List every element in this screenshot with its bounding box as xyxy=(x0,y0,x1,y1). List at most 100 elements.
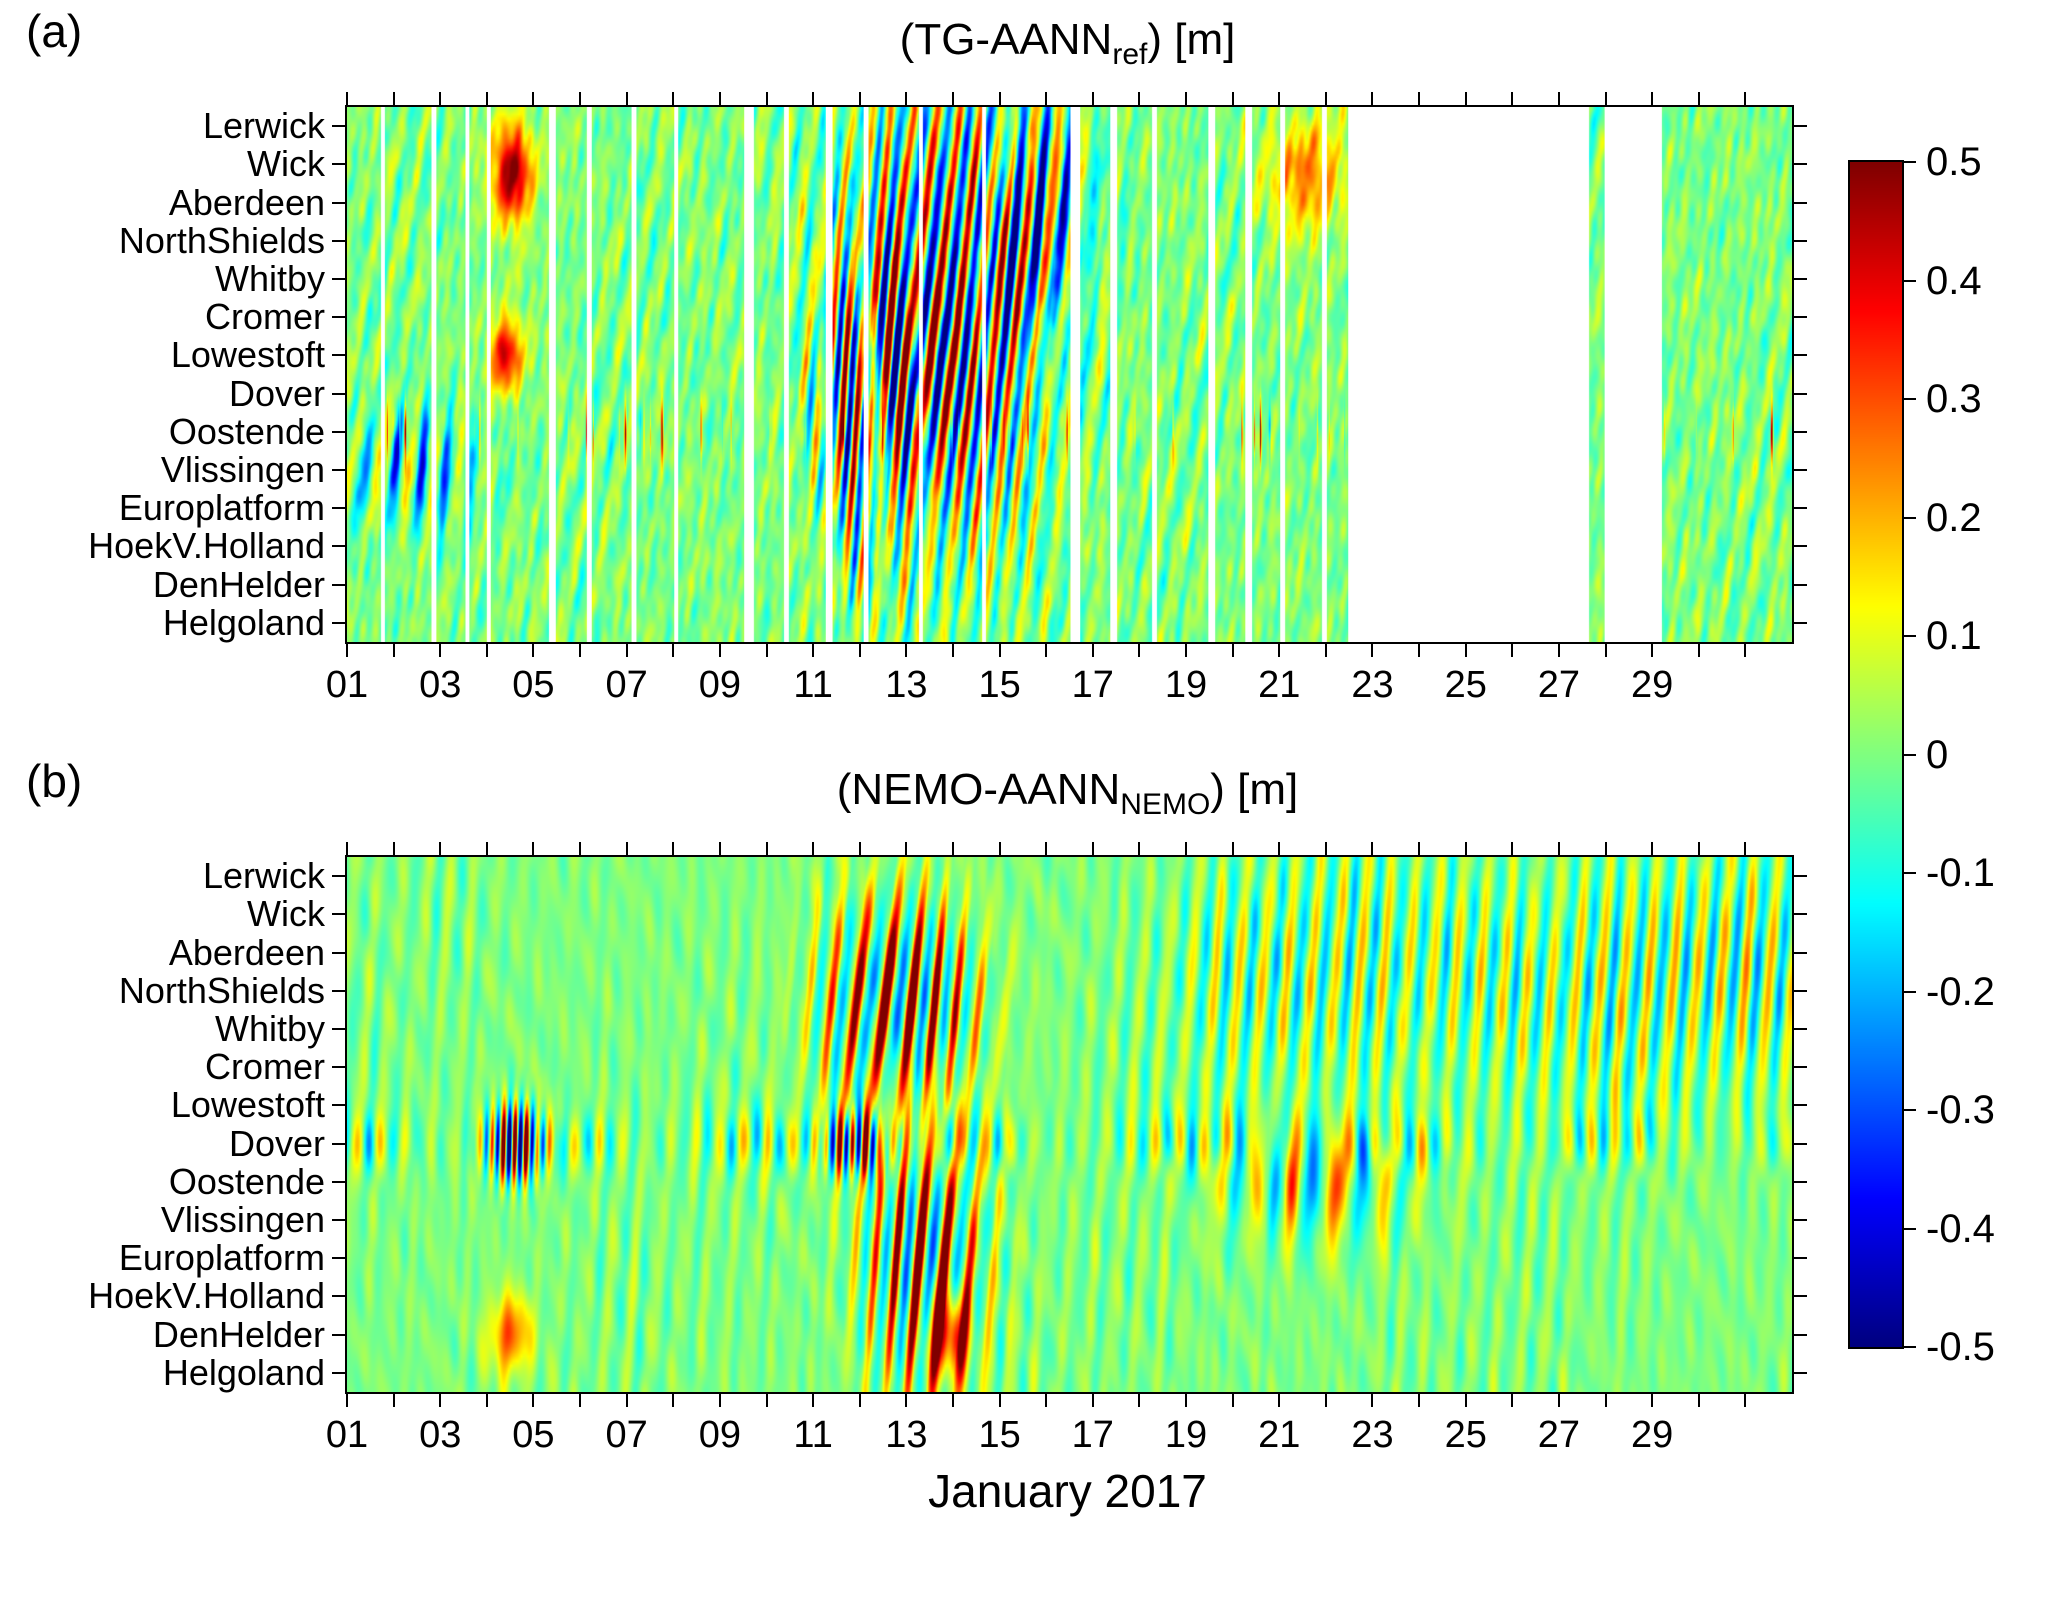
x-tick xyxy=(532,842,535,855)
x-tick xyxy=(1464,92,1467,105)
x-tick xyxy=(1511,842,1514,855)
x-tick xyxy=(1138,842,1141,855)
y-tick xyxy=(1794,1295,1807,1298)
colorbar-tick xyxy=(1904,1227,1916,1230)
x-tick xyxy=(812,644,815,657)
y-tick xyxy=(332,951,345,954)
y-tick-label-station: Whitby xyxy=(214,257,325,299)
y-tick xyxy=(1794,1027,1807,1030)
x-tick xyxy=(1185,644,1188,657)
y-tick-label-station: HoekV.Holland xyxy=(88,525,325,567)
x-tick xyxy=(718,1394,721,1407)
y-tick-label-station: DenHelder xyxy=(152,563,325,605)
x-tick xyxy=(439,842,442,855)
x-tick xyxy=(346,92,348,105)
x-tick xyxy=(1231,644,1234,657)
y-tick xyxy=(1794,989,1807,992)
x-tick xyxy=(1278,644,1281,657)
y-tick-label-station: Cromer xyxy=(204,296,325,338)
y-tick xyxy=(332,1333,345,1336)
colorbar-tick xyxy=(1904,635,1916,637)
y-tick xyxy=(332,469,345,472)
x-tick-label: 05 xyxy=(512,1414,555,1456)
y-tick-label-station: Vlissingen xyxy=(160,1199,325,1241)
x-tick xyxy=(1464,1394,1467,1407)
y-tick xyxy=(332,989,345,992)
y-tick xyxy=(1794,469,1807,472)
colorbar-tick-label: -0.3 xyxy=(1926,1088,1995,1132)
y-tick xyxy=(1794,913,1807,916)
x-tick xyxy=(579,842,582,855)
y-tick xyxy=(1794,1180,1807,1183)
x-tick xyxy=(718,644,721,657)
x-tick xyxy=(1464,644,1467,657)
y-tick-label-station: Lerwick xyxy=(202,105,325,147)
y-tick xyxy=(332,430,345,433)
x-tick xyxy=(485,92,488,105)
y-tick-label-station: Europlatform xyxy=(118,487,325,529)
panel-a-title-units: ) [m] xyxy=(1147,15,1236,64)
y-tick-label-station: Aberdeen xyxy=(168,181,325,223)
y-tick-label-station: Dover xyxy=(228,372,325,414)
colorbar-tick-label: 0.1 xyxy=(1926,614,1982,658)
colorbar-tick xyxy=(1904,872,1916,874)
y-tick xyxy=(1794,1219,1807,1222)
y-tick xyxy=(332,125,345,128)
x-tick xyxy=(1697,842,1700,855)
x-tick xyxy=(1697,92,1700,105)
y-tick xyxy=(332,163,345,166)
x-tick xyxy=(1045,842,1048,855)
y-tick xyxy=(332,239,345,242)
y-tick xyxy=(332,1295,345,1298)
colorbar-tick xyxy=(1904,516,1916,519)
x-tick xyxy=(672,644,675,657)
x-tick xyxy=(1651,842,1654,855)
x-tick-label: 23 xyxy=(1351,1414,1394,1456)
y-tick-label-station: Oostende xyxy=(168,410,325,452)
x-tick xyxy=(1278,92,1281,105)
y-tick-label-station: Lerwick xyxy=(202,855,325,897)
x-tick xyxy=(1557,644,1560,657)
x-tick xyxy=(1651,92,1654,105)
x-tick xyxy=(718,92,721,105)
x-tick xyxy=(905,644,908,657)
y-tick xyxy=(1794,354,1807,357)
x-tick xyxy=(951,842,954,855)
y-tick xyxy=(1794,621,1807,624)
y-tick xyxy=(1794,1333,1807,1336)
x-tick xyxy=(1371,842,1374,855)
y-tick xyxy=(332,1219,345,1222)
x-tick xyxy=(1418,842,1421,855)
colorbar-tick-label: -0.4 xyxy=(1926,1206,1995,1251)
x-tick xyxy=(439,644,442,657)
x-tick xyxy=(1511,92,1514,105)
x-tick xyxy=(858,92,861,105)
x-tick xyxy=(439,1394,442,1407)
x-tick xyxy=(1045,644,1048,657)
x-tick xyxy=(625,92,628,105)
y-tick xyxy=(332,507,345,510)
x-tick xyxy=(998,842,1001,855)
x-tick-label: 17 xyxy=(1071,1414,1114,1456)
x-tick xyxy=(1278,842,1281,855)
y-tick xyxy=(1794,430,1807,433)
colorbar-tick xyxy=(1904,1109,1916,1111)
x-tick xyxy=(1604,644,1607,657)
x-tick-label: 21 xyxy=(1258,1414,1301,1456)
colorbar-tick xyxy=(1904,398,1916,400)
y-tick-label-station: Lowestoft xyxy=(170,334,325,376)
x-tick xyxy=(1511,644,1514,657)
x-tick xyxy=(1371,1394,1374,1407)
y-tick xyxy=(332,1027,345,1030)
y-tick xyxy=(332,354,345,357)
x-tick-label: 01 xyxy=(325,664,369,706)
x-tick xyxy=(905,92,908,105)
colorbar-tick-label: -0.1 xyxy=(1926,851,1995,895)
y-tick xyxy=(1794,951,1807,954)
x-tick xyxy=(765,644,768,657)
x-tick-label: 29 xyxy=(1631,1414,1674,1456)
x-tick-label: 13 xyxy=(885,664,928,706)
x-tick xyxy=(998,1394,1001,1407)
colorbar-tick xyxy=(1904,990,1916,993)
x-tick-label: 09 xyxy=(698,1414,742,1456)
